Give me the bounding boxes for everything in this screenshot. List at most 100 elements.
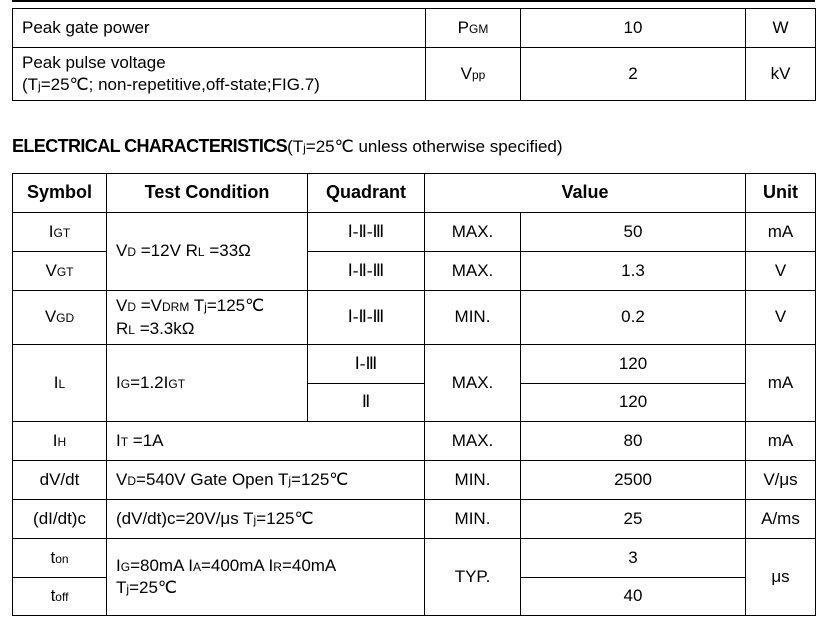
parameter-cell: Peak pulse voltage (Tj=25℃; non-repetiti… [12,47,426,101]
subscript-text: H [57,434,67,449]
text-segment: V [44,307,57,327]
limit-cell: MAX. [424,344,521,422]
text-segment: =V [136,296,163,316]
limit-cell: MIN. [424,290,521,345]
text-segment: T [189,296,205,316]
value-cell: 0.2 [520,290,746,345]
subscript-text: D [127,473,137,488]
condition-cell: VD =VDRM Tj=125℃ RL =3.3kΩ [106,290,308,345]
unit-cell: kV [745,47,816,101]
text-segment: I [48,221,54,241]
value-cell: 120 [520,383,746,422]
condition-cell: (dV/dt)c=20V/μs Tj=125℃ [106,499,425,539]
table-row: Ⅱ 120 [13,383,816,422]
symbol-cell: (dI/dt)c [12,499,107,539]
text-segment: =25℃; non-repetitive,off-state;FIG.7) [40,75,320,94]
symbol-cell: ton [12,538,107,578]
condition-line2: Tj=25℃ [116,577,424,599]
text-segment: =12V R [136,241,198,261]
text-segment: =1A [128,430,164,450]
symbol-cell: Vpp [425,47,521,101]
symbol-cell: VGT [12,251,107,291]
header-unit: Unit [745,173,816,213]
subscript-text: GD [56,311,75,326]
section-condition: (Tj=25℃ unless otherwise specified) [287,137,562,156]
subscript-text: j [288,473,292,488]
top-rule [12,0,815,2]
section-heading: ELECTRICAL CHARACTERISTICS(Tj=25℃ unless… [12,136,563,157]
text-segment: =540V Gate Open T [136,469,289,489]
text-segment: V [116,241,128,261]
subscript-text: GT [53,225,71,240]
text-segment: =400mA I [200,555,274,575]
condition-cell: IT =1A [106,421,425,461]
subscript-text: GT [168,376,186,391]
subscript-text: R [273,559,282,574]
text-segment: Peak gate power [22,17,150,37]
subscript-text: j [204,300,207,315]
subscript-text: G [120,376,131,391]
text-segment: I [52,430,58,450]
subscript-text: D [127,300,137,315]
unit-cell: μs [745,538,816,616]
unit-cell: A/ms [745,499,816,539]
text-segment: =125℃ [256,508,314,528]
subscript-text: L [197,245,205,260]
text-segment: t [50,586,56,606]
limit-cell: MIN. [424,499,521,539]
subscript-text: GM [469,21,489,36]
value-cell: 10 [520,8,746,48]
subscript-text: DRM [162,300,190,315]
text-segment: =125℃ [206,296,265,316]
value-cell: 1.3 [520,251,746,291]
value-cell: 40 [520,577,746,616]
text-segment: =125℃ [291,469,349,489]
symbol-cell: IGT [12,212,107,252]
limit-cell: MAX. [424,251,521,291]
text-segment: I [116,372,121,392]
text-segment: V [116,296,128,316]
text-segment: dV/dt [39,469,80,489]
quadrant-cell: Ⅰ-Ⅱ-Ⅲ [307,212,425,252]
text-segment: =25℃ [129,578,177,597]
parameter-line2: (Tj=25℃; non-repetitive,off-state;FIG.7) [22,74,425,96]
condition-cell: VD =12V RL =33Ω [106,212,308,291]
limit-cell: TYP. [424,538,521,616]
table-row: IH IT =1A MAX. 80 mA [12,421,816,461]
symbol-cell: IL [12,344,107,422]
unit-cell: V [745,251,816,291]
quadrant-cell: Ⅰ-Ⅲ [307,344,425,384]
text-segment: V [45,260,57,280]
text-segment: =3.3kΩ [134,318,195,338]
value-cell: 2500 [520,460,746,500]
value-cell: 3 [520,538,746,578]
table-row: Peak pulse voltage (Tj=25℃; non-repetiti… [12,47,816,101]
text-segment: t [50,547,56,567]
symbol-cell: toff [12,577,107,616]
table-row: dV/dt VD=540V Gate Open Tj=125℃ MIN. 250… [12,460,816,500]
table-row: VGD VD =VDRM Tj=125℃ RL =3.3kΩ Ⅰ-Ⅱ-Ⅲ MIN… [12,290,816,345]
condition-cell: VD=540V Gate Open Tj=125℃ [106,460,425,500]
unit-cell: mA [745,344,816,422]
subscript-text: D [127,245,137,260]
value-cell: 80 [520,421,746,461]
subscript-text: GT [56,264,74,279]
condition-line1: IG=80mA IA=400mA IR=40mA [116,555,424,577]
unit-cell: W [745,8,816,48]
quadrant-cell: Ⅱ [307,383,425,422]
text-segment: =33Ω [204,241,251,261]
limit-cell: MIN. [424,460,521,500]
quadrant-cell: Ⅰ-Ⅱ-Ⅲ [307,251,425,291]
subscript-text: G [120,559,131,574]
table-row: toff 40 [12,577,816,616]
header-quadrant: Quadrant [307,173,425,213]
limit-cell: MAX. [424,421,521,461]
subscript-text: on [55,551,69,566]
subscript-text: j [303,141,306,155]
text-segment: I [116,555,121,575]
text-segment: V [116,469,128,489]
text-segment: =80mA I [130,555,193,575]
condition-cell: IG=80mA IA=400mA IR=40mA Tj=25℃ [106,538,425,616]
section-title: ELECTRICAL CHARACTERISTICS [12,136,288,156]
header-test-condition: Test Condition [106,173,308,213]
